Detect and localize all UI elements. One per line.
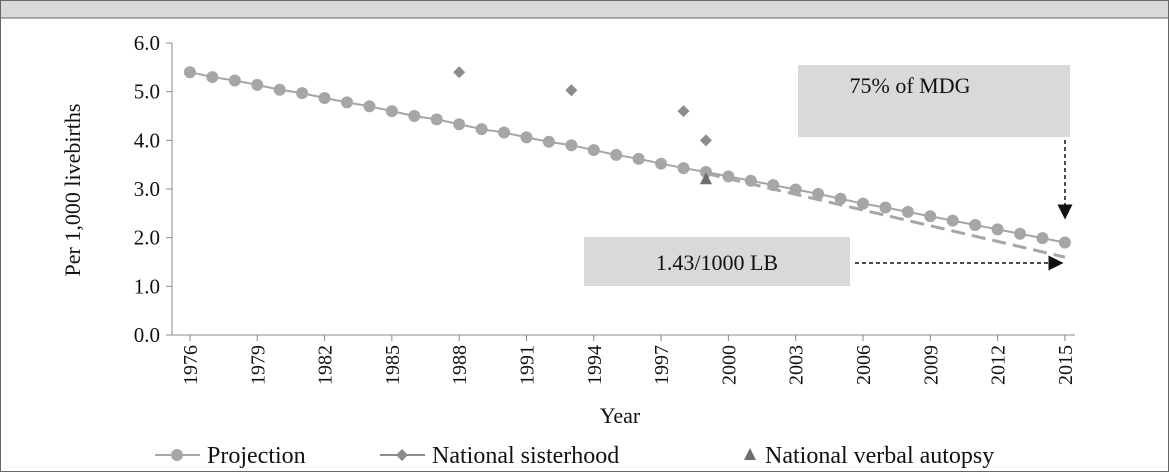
data-point — [385, 105, 398, 118]
data-point — [565, 84, 578, 97]
data-point — [453, 118, 466, 131]
data-point — [520, 131, 533, 144]
series-line — [189, 71, 1066, 244]
x-tick-label: 1997 — [651, 345, 673, 385]
legend-label: National verbal autopsy — [765, 443, 994, 469]
y-axis-title: Per 1,000 livebirths — [60, 104, 85, 277]
data-point — [744, 174, 757, 187]
annotation-box — [798, 65, 1070, 137]
data-point — [722, 170, 735, 183]
data-point — [318, 91, 331, 104]
legend-marker — [744, 448, 756, 460]
x-tick-label: 1979 — [247, 345, 269, 385]
data-point — [228, 74, 241, 87]
data-point — [498, 126, 511, 139]
data-point — [856, 197, 869, 210]
data-point — [340, 96, 353, 109]
x-tick-label: 1994 — [584, 345, 606, 385]
x-axis-title: Year — [600, 403, 641, 428]
data-point — [901, 205, 914, 218]
x-tick-label: 1976 — [180, 345, 202, 385]
data-point — [206, 71, 219, 84]
data-point — [632, 152, 645, 165]
y-tick-label: 3.0 — [134, 177, 160, 201]
data-point — [273, 83, 286, 96]
data-point — [924, 210, 937, 223]
data-point — [475, 123, 488, 136]
annotation: 75% of MDG — [850, 73, 971, 98]
annotation: 1.43/1000 LB — [656, 250, 778, 275]
data-point — [699, 165, 712, 178]
data-point — [655, 157, 668, 170]
x-tick-label: 2006 — [853, 345, 875, 385]
data-point — [767, 179, 780, 192]
data-point — [1036, 232, 1049, 245]
data-point — [789, 183, 802, 196]
y-tick-label: 2.0 — [134, 226, 160, 250]
data-point — [834, 192, 847, 205]
data-point — [677, 162, 690, 175]
data-point — [363, 100, 376, 113]
data-point — [183, 66, 196, 79]
x-tick-label: 2003 — [786, 345, 808, 385]
x-tick-label: 2015 — [1055, 345, 1077, 385]
data-point — [879, 201, 892, 214]
data-point — [542, 135, 555, 148]
annotation-box — [584, 237, 850, 286]
data-point — [565, 139, 578, 152]
data-point — [946, 214, 959, 227]
data-point — [408, 110, 421, 122]
trend-line — [705, 171, 1066, 259]
data-point — [453, 66, 466, 79]
x-tick-label: 1991 — [516, 345, 538, 385]
x-tick-label: 2009 — [920, 345, 942, 385]
legend-label: Projection — [207, 443, 306, 469]
y-tick-label: 6.0 — [134, 31, 160, 55]
legend-marker — [396, 449, 408, 461]
data-point — [251, 78, 264, 91]
x-tick-label: 1985 — [382, 345, 404, 385]
header-band — [0, 0, 1169, 18]
data-point — [699, 134, 712, 147]
y-tick-label: 1.0 — [134, 274, 160, 298]
data-point — [587, 144, 600, 157]
x-tick-label: 1988 — [449, 345, 471, 385]
data-point — [699, 172, 712, 185]
data-point — [1014, 227, 1027, 240]
data-point — [991, 223, 1004, 236]
data-point — [969, 219, 982, 232]
data-point — [1058, 236, 1071, 249]
y-tick-label: 4.0 — [134, 128, 160, 152]
data-point — [430, 113, 443, 126]
x-tick-label: 1982 — [315, 345, 337, 385]
legend-marker — [171, 449, 183, 461]
y-tick-label: 5.0 — [134, 80, 160, 104]
legend-label: National sisterhood — [432, 443, 619, 469]
data-point — [610, 148, 623, 161]
data-point — [296, 87, 309, 100]
data-point — [812, 187, 825, 200]
x-tick-label: 2000 — [718, 345, 740, 385]
y-tick-label: 0.0 — [134, 323, 160, 347]
data-point — [677, 105, 690, 118]
x-tick-label: 2012 — [988, 345, 1010, 385]
